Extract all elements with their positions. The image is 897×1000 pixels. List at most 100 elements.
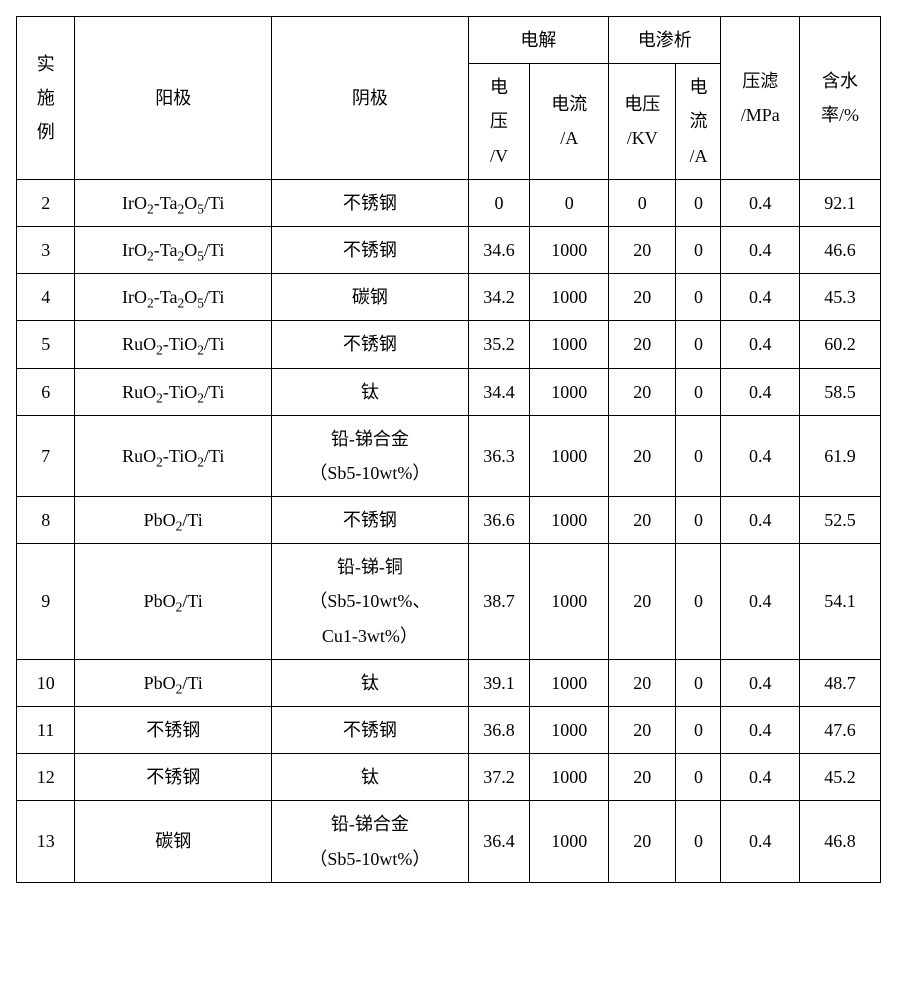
pressure-cell: 0.4 xyxy=(721,497,800,544)
d-current-cell: 0 xyxy=(676,321,721,368)
header-anode: 阳极 xyxy=(75,17,272,180)
d-current-cell: 0 xyxy=(676,179,721,226)
cathode-cell: 钛 xyxy=(272,754,469,801)
example-cell: 7 xyxy=(17,415,75,496)
e-current-cell: 1000 xyxy=(530,497,609,544)
header-water: 含水率/% xyxy=(800,17,881,180)
water-cell: 48.7 xyxy=(800,659,881,706)
header-cathode: 阴极 xyxy=(272,17,469,180)
table-row: 11不锈钢不锈钢36.810002000.447.6 xyxy=(17,707,881,754)
header-d-voltage: 电压/KV xyxy=(609,64,676,180)
table-header: 实施例 阳极 阴极 电解 电渗析 压滤/MPa 含水率/% 电压/V 电流/A … xyxy=(17,17,881,180)
table-row: 12不锈钢钛37.210002000.445.2 xyxy=(17,754,881,801)
header-e-current: 电流/A xyxy=(530,64,609,180)
anode-cell: RuO2-TiO2/Ti xyxy=(75,415,272,496)
anode-cell: 碳钢 xyxy=(75,801,272,882)
table-row: 6RuO2-TiO2/Ti钛34.410002000.458.5 xyxy=(17,368,881,415)
water-cell: 45.2 xyxy=(800,754,881,801)
d-current-cell: 0 xyxy=(676,497,721,544)
d-current-cell: 0 xyxy=(676,544,721,660)
example-cell: 5 xyxy=(17,321,75,368)
d-current-cell: 0 xyxy=(676,226,721,273)
d-voltage-cell: 20 xyxy=(609,226,676,273)
water-cell: 52.5 xyxy=(800,497,881,544)
table-row: 13碳钢铅-锑合金（Sb5-10wt%）36.410002000.446.8 xyxy=(17,801,881,882)
table-row: 5RuO2-TiO2/Ti不锈钢35.210002000.460.2 xyxy=(17,321,881,368)
e-voltage-cell: 36.4 xyxy=(468,801,530,882)
example-cell: 8 xyxy=(17,497,75,544)
e-voltage-cell: 39.1 xyxy=(468,659,530,706)
d-voltage-cell: 20 xyxy=(609,274,676,321)
d-voltage-cell: 20 xyxy=(609,321,676,368)
e-current-cell: 1000 xyxy=(530,274,609,321)
example-cell: 2 xyxy=(17,179,75,226)
e-voltage-cell: 36.3 xyxy=(468,415,530,496)
table-row: 2IrO2-Ta2O5/Ti不锈钢00000.492.1 xyxy=(17,179,881,226)
e-voltage-cell: 38.7 xyxy=(468,544,530,660)
example-cell: 13 xyxy=(17,801,75,882)
e-current-cell: 1000 xyxy=(530,754,609,801)
table-row: 10PbO2/Ti钛39.110002000.448.7 xyxy=(17,659,881,706)
pressure-cell: 0.4 xyxy=(721,544,800,660)
e-voltage-cell: 34.4 xyxy=(468,368,530,415)
cathode-cell: 不锈钢 xyxy=(272,321,469,368)
e-voltage-cell: 34.6 xyxy=(468,226,530,273)
anode-cell: 不锈钢 xyxy=(75,754,272,801)
e-current-cell: 1000 xyxy=(530,415,609,496)
pressure-cell: 0.4 xyxy=(721,415,800,496)
d-current-cell: 0 xyxy=(676,415,721,496)
pressure-cell: 0.4 xyxy=(721,754,800,801)
d-current-cell: 0 xyxy=(676,801,721,882)
table-row: 8PbO2/Ti不锈钢36.610002000.452.5 xyxy=(17,497,881,544)
d-voltage-cell: 20 xyxy=(609,707,676,754)
anode-cell: IrO2-Ta2O5/Ti xyxy=(75,226,272,273)
e-voltage-cell: 34.2 xyxy=(468,274,530,321)
anode-cell: IrO2-Ta2O5/Ti xyxy=(75,274,272,321)
water-cell: 58.5 xyxy=(800,368,881,415)
e-current-cell: 1000 xyxy=(530,321,609,368)
anode-cell: RuO2-TiO2/Ti xyxy=(75,368,272,415)
example-cell: 3 xyxy=(17,226,75,273)
example-cell: 12 xyxy=(17,754,75,801)
d-voltage-cell: 20 xyxy=(609,754,676,801)
table-row: 3IrO2-Ta2O5/Ti不锈钢34.610002000.446.6 xyxy=(17,226,881,273)
pressure-cell: 0.4 xyxy=(721,226,800,273)
anode-cell: 不锈钢 xyxy=(75,707,272,754)
d-voltage-cell: 20 xyxy=(609,659,676,706)
example-cell: 10 xyxy=(17,659,75,706)
d-voltage-cell: 20 xyxy=(609,497,676,544)
table-row: 9PbO2/Ti铅-锑-铜（Sb5-10wt%、Cu1-3wt%）38.7100… xyxy=(17,544,881,660)
header-example: 实施例 xyxy=(17,17,75,180)
table-body: 2IrO2-Ta2O5/Ti不锈钢00000.492.13IrO2-Ta2O5/… xyxy=(17,179,881,882)
pressure-cell: 0.4 xyxy=(721,707,800,754)
cathode-cell: 铅-锑合金（Sb5-10wt%） xyxy=(272,415,469,496)
d-voltage-cell: 0 xyxy=(609,179,676,226)
anode-cell: PbO2/Ti xyxy=(75,497,272,544)
d-voltage-cell: 20 xyxy=(609,415,676,496)
e-current-cell: 1000 xyxy=(530,368,609,415)
pressure-cell: 0.4 xyxy=(721,659,800,706)
cathode-cell: 钛 xyxy=(272,368,469,415)
e-current-cell: 1000 xyxy=(530,544,609,660)
e-voltage-cell: 36.8 xyxy=(468,707,530,754)
d-current-cell: 0 xyxy=(676,659,721,706)
header-e-voltage: 电压/V xyxy=(468,64,530,180)
water-cell: 54.1 xyxy=(800,544,881,660)
anode-cell: IrO2-Ta2O5/Ti xyxy=(75,179,272,226)
anode-cell: PbO2/Ti xyxy=(75,544,272,660)
e-current-cell: 1000 xyxy=(530,801,609,882)
anode-cell: PbO2/Ti xyxy=(75,659,272,706)
water-cell: 46.6 xyxy=(800,226,881,273)
e-voltage-cell: 0 xyxy=(468,179,530,226)
pressure-cell: 0.4 xyxy=(721,274,800,321)
pressure-cell: 0.4 xyxy=(721,368,800,415)
e-current-cell: 1000 xyxy=(530,226,609,273)
pressure-cell: 0.4 xyxy=(721,801,800,882)
d-voltage-cell: 20 xyxy=(609,368,676,415)
example-cell: 4 xyxy=(17,274,75,321)
cathode-cell: 铅-锑合金（Sb5-10wt%） xyxy=(272,801,469,882)
data-table: 实施例 阳极 阴极 电解 电渗析 压滤/MPa 含水率/% 电压/V 电流/A … xyxy=(16,16,881,883)
water-cell: 45.3 xyxy=(800,274,881,321)
cathode-cell: 不锈钢 xyxy=(272,226,469,273)
cathode-cell: 不锈钢 xyxy=(272,497,469,544)
